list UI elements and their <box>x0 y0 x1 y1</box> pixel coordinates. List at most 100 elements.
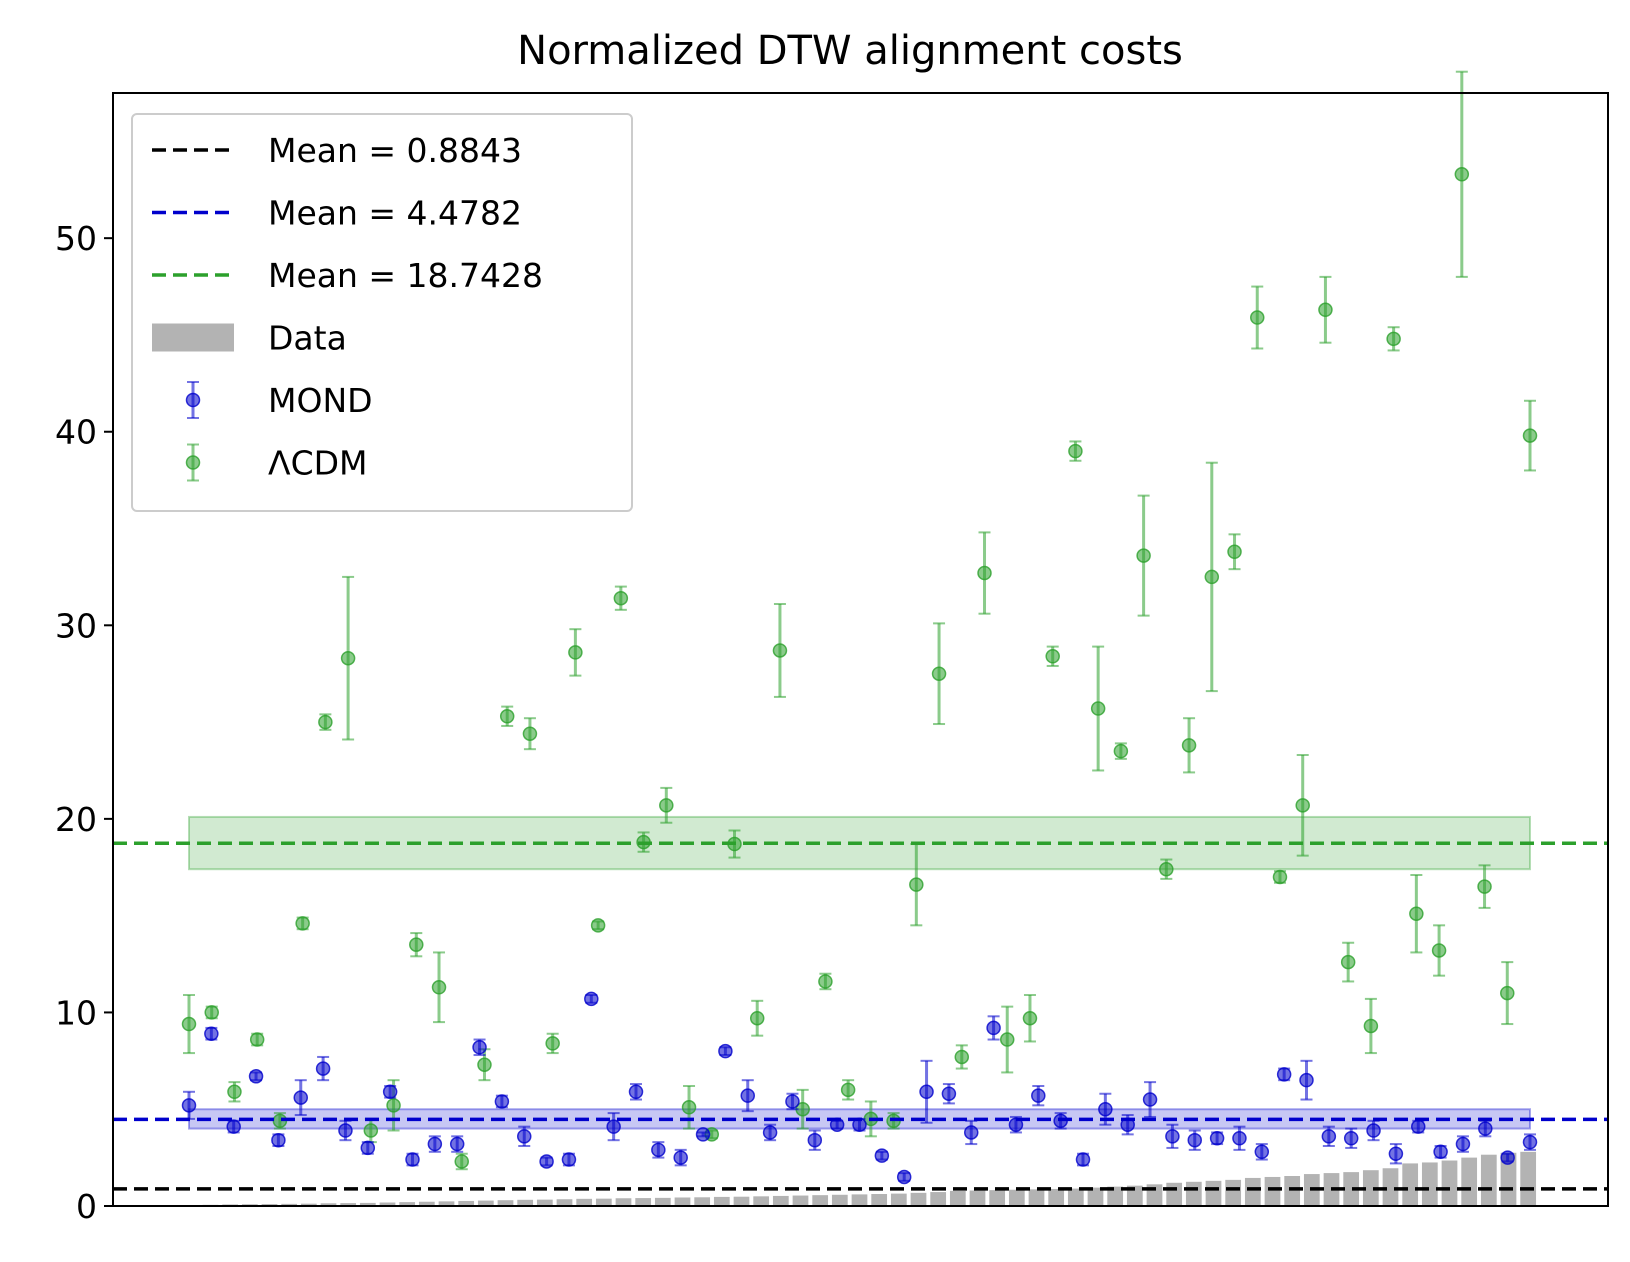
data-bar <box>379 1202 396 1206</box>
mond-point <box>405 1152 420 1167</box>
mond-marker <box>1343 1131 1359 1146</box>
data-bar <box>654 1197 671 1206</box>
mond-point <box>919 1059 934 1124</box>
mond-marker <box>382 1084 398 1100</box>
lcdm-point <box>568 628 583 677</box>
mond-point <box>1165 1123 1180 1149</box>
mond-point <box>1031 1084 1046 1107</box>
legend-marker-swatch <box>185 455 201 470</box>
mond-point <box>1500 1150 1515 1165</box>
lcdm-marker <box>613 590 629 606</box>
data-bar <box>1343 1172 1360 1206</box>
mond-marker <box>695 1127 711 1142</box>
mond-marker <box>1232 1131 1247 1146</box>
mond-point <box>226 1119 241 1134</box>
lcdm-point <box>1022 994 1038 1043</box>
data-bar <box>576 1198 593 1206</box>
data-bar <box>300 1203 317 1206</box>
mond-point <box>673 1148 688 1167</box>
y-tick-label: 40 <box>55 413 97 452</box>
legend-patch-swatch <box>152 323 234 352</box>
lcdm-marker <box>1022 1010 1038 1026</box>
data-bar <box>694 1197 711 1206</box>
lcdm-marker <box>363 1123 379 1138</box>
mond-point <box>1343 1127 1359 1149</box>
legend: Mean = 0.8843 Mean = 4.4782 Mean = 18.7428… <box>131 113 633 512</box>
data-bar <box>1402 1163 1419 1206</box>
lcdm-point <box>1113 742 1129 760</box>
mond-marker <box>628 1084 644 1100</box>
legend-entry-mean_mond: Mean = 4.4782 <box>152 194 522 233</box>
lcdm-marker <box>1272 869 1288 885</box>
mond-point <box>986 1015 1001 1041</box>
y-tick-label: 0 <box>76 1187 97 1226</box>
data-bar <box>635 1198 652 1206</box>
mond-point <box>695 1127 711 1142</box>
lcdm-point <box>1409 874 1424 954</box>
data-bar <box>792 1195 809 1206</box>
data-bar <box>1264 1176 1281 1206</box>
lcdm-marker <box>545 1036 560 1051</box>
mond-point <box>427 1135 443 1153</box>
mond-marker <box>673 1150 688 1165</box>
lcdm-point <box>977 531 992 615</box>
mond-point <box>628 1083 644 1101</box>
mond-marker <box>360 1140 376 1156</box>
lcdm-point <box>999 1005 1015 1074</box>
mond-marker <box>941 1086 957 1101</box>
legend-label: MOND <box>268 381 373 420</box>
mond-point <box>1276 1067 1292 1082</box>
lcdm-point <box>931 622 947 726</box>
lcdm-marker <box>681 1100 697 1115</box>
mond-point <box>651 1141 666 1159</box>
mond-point <box>494 1094 510 1109</box>
mond-marker <box>226 1119 241 1134</box>
data-bar <box>871 1193 888 1206</box>
mond-marker <box>1008 1117 1024 1132</box>
mond-point <box>964 1119 979 1146</box>
lcdm-point <box>1340 941 1356 983</box>
lcdm-marker <box>568 645 583 660</box>
lcdm-point <box>1068 440 1083 462</box>
lcdm-marker <box>1477 879 1492 894</box>
data-bars-layer <box>182 1151 1537 1206</box>
legend-label: Data <box>268 319 347 358</box>
lcdm-marker <box>659 798 674 813</box>
mond-marker <box>1500 1150 1515 1165</box>
data-bar <box>1008 1189 1025 1206</box>
mond-point <box>896 1169 912 1185</box>
data-bar <box>969 1190 986 1206</box>
mond-marker <box>338 1123 353 1138</box>
mond-marker <box>1165 1129 1180 1144</box>
data-bar <box>1048 1188 1065 1206</box>
lcdm-point <box>1181 717 1197 774</box>
data-bar <box>989 1190 1006 1206</box>
mond-point <box>204 1026 219 1041</box>
legend-box <box>131 113 633 512</box>
lcdm-marker <box>840 1082 856 1098</box>
data-bar <box>831 1194 848 1206</box>
data-bar <box>753 1196 770 1206</box>
legend-entry-mean_data: Mean = 0.8843 <box>152 131 522 170</box>
mond-marker <box>740 1088 755 1103</box>
data-bar <box>812 1195 829 1206</box>
mond-point <box>181 1090 197 1120</box>
lcdm-point <box>590 918 606 933</box>
lcdm-point <box>181 994 197 1055</box>
lcdm-marker <box>1295 798 1310 813</box>
mond-marker <box>1031 1088 1046 1103</box>
lcdm-marker <box>954 1049 970 1065</box>
mond-point <box>1366 1119 1381 1142</box>
mond-point <box>1321 1125 1337 1147</box>
data-bar <box>1520 1151 1537 1206</box>
lcdm-marker <box>522 726 538 741</box>
data-bar <box>320 1203 337 1206</box>
lcdm-point <box>227 1081 242 1103</box>
lcdm-marker <box>499 709 515 724</box>
data-bar <box>1461 1157 1478 1206</box>
mond-marker <box>1254 1144 1270 1160</box>
mond-marker <box>405 1152 420 1167</box>
lcdm-marker <box>1522 428 1538 443</box>
lcdm-marker <box>749 1010 765 1026</box>
